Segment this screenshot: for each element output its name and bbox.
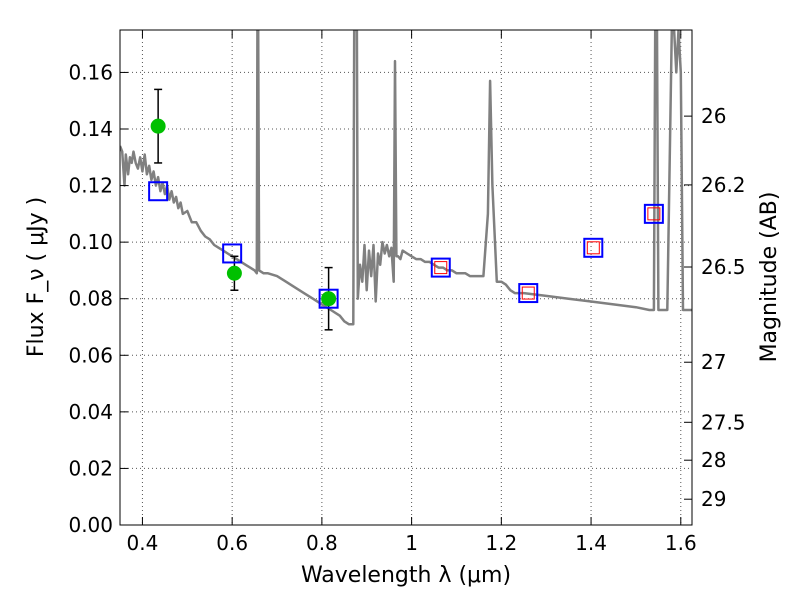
x-tick-label: 1.6 <box>665 531 697 555</box>
photometry-point <box>226 265 242 281</box>
model-band-point <box>148 181 169 202</box>
x-tick-label: 1 <box>405 531 418 555</box>
model-band-point <box>518 283 539 304</box>
model-band-point <box>430 257 451 278</box>
model-band-point <box>583 237 604 258</box>
y2-axis-label: Magnitude (AB) <box>757 192 782 363</box>
spectrum-line <box>120 30 692 326</box>
model-band-point <box>318 288 339 309</box>
y-tick-label: 0.10 <box>68 230 113 254</box>
y2-tick-label: 27 <box>701 350 726 374</box>
x-axis-label: Wavelength λ (μm) <box>301 563 511 588</box>
plot-frame <box>119 29 693 526</box>
y2-tick-label: 28 <box>701 448 726 472</box>
model-band-point <box>222 243 243 264</box>
y-tick-label: 0.04 <box>68 400 113 424</box>
y2-tick-label: 26.2 <box>701 173 746 197</box>
predicted-band-point <box>586 241 600 255</box>
y2-tick-label: 27.5 <box>701 410 746 434</box>
y-tick-label: 0.14 <box>68 117 113 141</box>
x-tick-label: 0.6 <box>216 531 248 555</box>
predicted-band-point <box>434 261 448 275</box>
y2-tick-label: 29 <box>701 487 726 511</box>
x-tick-label: 1.2 <box>485 531 517 555</box>
x-tick-label: 0.8 <box>306 531 338 555</box>
y-axis-label: Flux F_ν ( μJy ) <box>24 197 49 357</box>
y-tick-label: 0.02 <box>68 456 113 480</box>
y-tick-label: 0.16 <box>68 60 113 84</box>
photometry-point <box>150 118 166 134</box>
grid-lines <box>120 30 692 525</box>
y2-tick-label: 26.5 <box>701 255 746 279</box>
y-tick-label: 0.00 <box>68 513 113 537</box>
y-tick-label: 0.06 <box>68 343 113 367</box>
axes: 0.4 0.6 0.8 1 1.2 1.4 1.6 0.00 0.02 0.04 0.06 0.08 0… <box>68 30 746 555</box>
photometry-point <box>321 291 337 307</box>
y-tick-label: 0.08 <box>68 287 113 311</box>
predicted-band-point <box>647 207 661 221</box>
y2-tick-label: 26 <box>701 104 726 128</box>
x-tick-label: 0.4 <box>127 531 159 555</box>
plot-data <box>120 30 692 331</box>
model-band-point <box>643 203 664 224</box>
y-tick-label: 0.12 <box>68 174 113 198</box>
x-tick-label: 1.4 <box>575 531 607 555</box>
predicted-band-point <box>521 286 535 300</box>
